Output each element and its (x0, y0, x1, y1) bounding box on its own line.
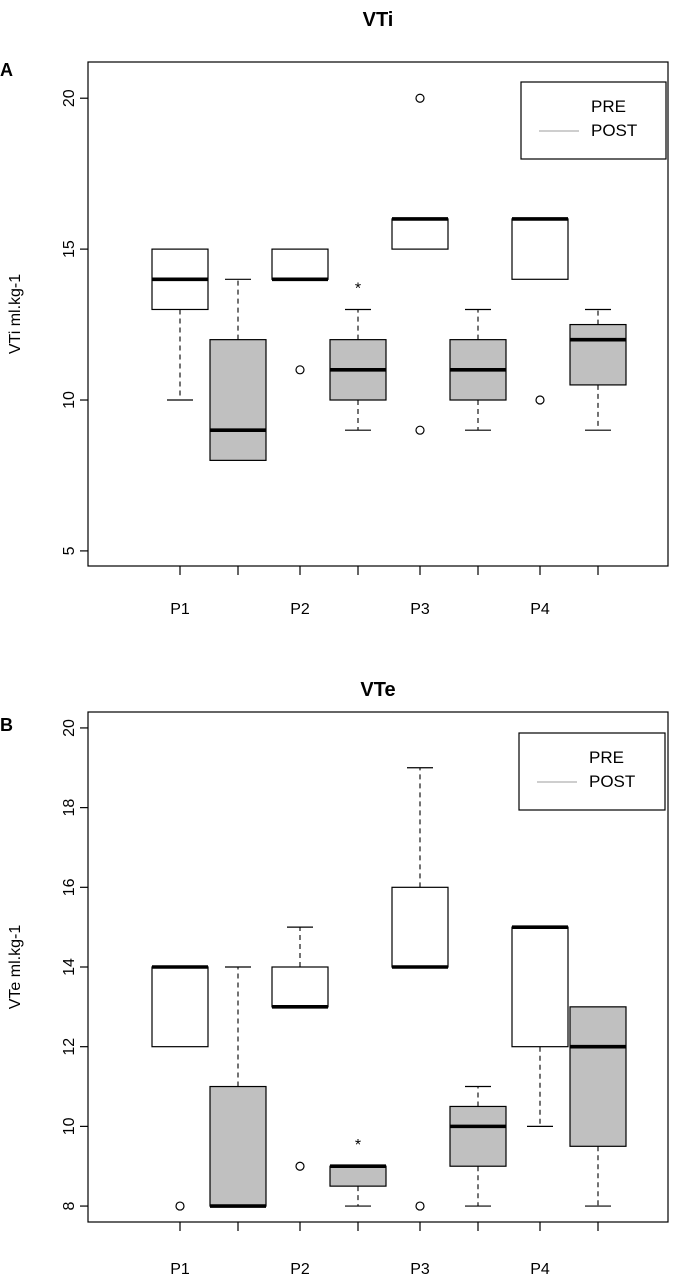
plot-frame (87, 61, 669, 567)
box-pre-p1 (151, 248, 209, 401)
significance-star: * (355, 280, 361, 297)
box-pre-p4 (511, 925, 569, 1127)
legend: PRE POST (520, 81, 667, 160)
box-post-p4 (569, 308, 627, 431)
significance-star: * (355, 1137, 361, 1154)
box-body (449, 1105, 507, 1167)
x-tick-label: P4 (530, 601, 550, 618)
box-body (209, 339, 267, 461)
y-tick-label: 20 (61, 89, 78, 107)
box-post-p2: * (329, 280, 387, 431)
chart-panel-B: VTe B 8 10 12 14 16 18 20 VTe ml.kg-1 P1 P2 P3 P4 * PRE… (0, 679, 669, 1278)
box-body (271, 248, 329, 280)
chart-panel-A: VTi A 5 10 15 20 VTi ml.kg-1 P1 P2 P3 P4 * PRE POST (0, 9, 669, 618)
box-pre-p3 (391, 767, 449, 1211)
legend-entry-post: POST (589, 772, 635, 791)
x-tick-label: P3 (410, 1261, 430, 1278)
box-pre-p1 (151, 965, 209, 1211)
box-pre-p2 (271, 248, 329, 375)
box-post-p3 (449, 1085, 507, 1207)
box-body (391, 218, 449, 250)
outlier-point (415, 93, 425, 103)
box-pre-p2 (271, 926, 329, 1171)
legend-entry-pre: PRE (591, 97, 626, 116)
y-tick-label: 8 (61, 1202, 78, 1211)
box-pre-p3 (391, 93, 449, 435)
outlier-point (415, 1201, 425, 1211)
y-tick-label: 5 (61, 546, 78, 555)
outlier-point (535, 395, 545, 405)
chart-title: VTe (360, 679, 395, 701)
x-tick-label: P4 (530, 1261, 550, 1278)
chart-title: VTi (363, 9, 394, 31)
box-post-p4 (569, 1006, 627, 1207)
x-tick-label: P2 (290, 601, 310, 618)
box-body (271, 966, 329, 1008)
box-body (511, 218, 569, 280)
outlier-point (295, 1161, 305, 1171)
outlier-point (415, 425, 425, 435)
box-pre-p4 (511, 217, 569, 405)
y-axis-label: VTe ml.kg-1 (7, 925, 24, 1010)
x-tick-label: P1 (170, 1261, 190, 1278)
box-body (329, 1165, 387, 1187)
box-body (511, 926, 569, 1048)
y-axis-label: VTi ml.kg-1 (7, 274, 24, 354)
panel-letter: A (0, 60, 13, 80)
legend-entry-post: POST (591, 121, 637, 140)
legend: PRE POST (518, 732, 666, 811)
y-tick-label: 15 (61, 240, 78, 258)
box-body (569, 1006, 627, 1147)
box-body (209, 1085, 267, 1207)
legend-box (518, 732, 666, 811)
box-body (569, 323, 627, 386)
y-tick-label: 10 (61, 391, 78, 409)
y-tick-label: 10 (61, 1117, 78, 1135)
box-post-p1 (209, 966, 267, 1208)
y-tick-label: 20 (61, 719, 78, 737)
x-tick-label: P3 (410, 601, 430, 618)
x-tick-label: P2 (290, 1261, 310, 1278)
box-body (151, 966, 209, 1048)
outlier-point (295, 365, 305, 375)
box-post-p3 (449, 308, 507, 431)
legend-entry-pre: PRE (589, 748, 624, 767)
box-post-p2: * (329, 1137, 387, 1207)
y-tick-label: 18 (61, 799, 78, 817)
y-tick-label: 16 (61, 878, 78, 896)
y-tick-label: 14 (61, 958, 78, 976)
panel-letter: B (0, 715, 13, 735)
y-tick-label: 12 (61, 1038, 78, 1056)
legend-box (520, 81, 667, 160)
box-body (391, 886, 449, 968)
box-post-p1 (209, 278, 267, 461)
outlier-point (175, 1201, 185, 1211)
x-tick-label: P1 (170, 601, 190, 618)
